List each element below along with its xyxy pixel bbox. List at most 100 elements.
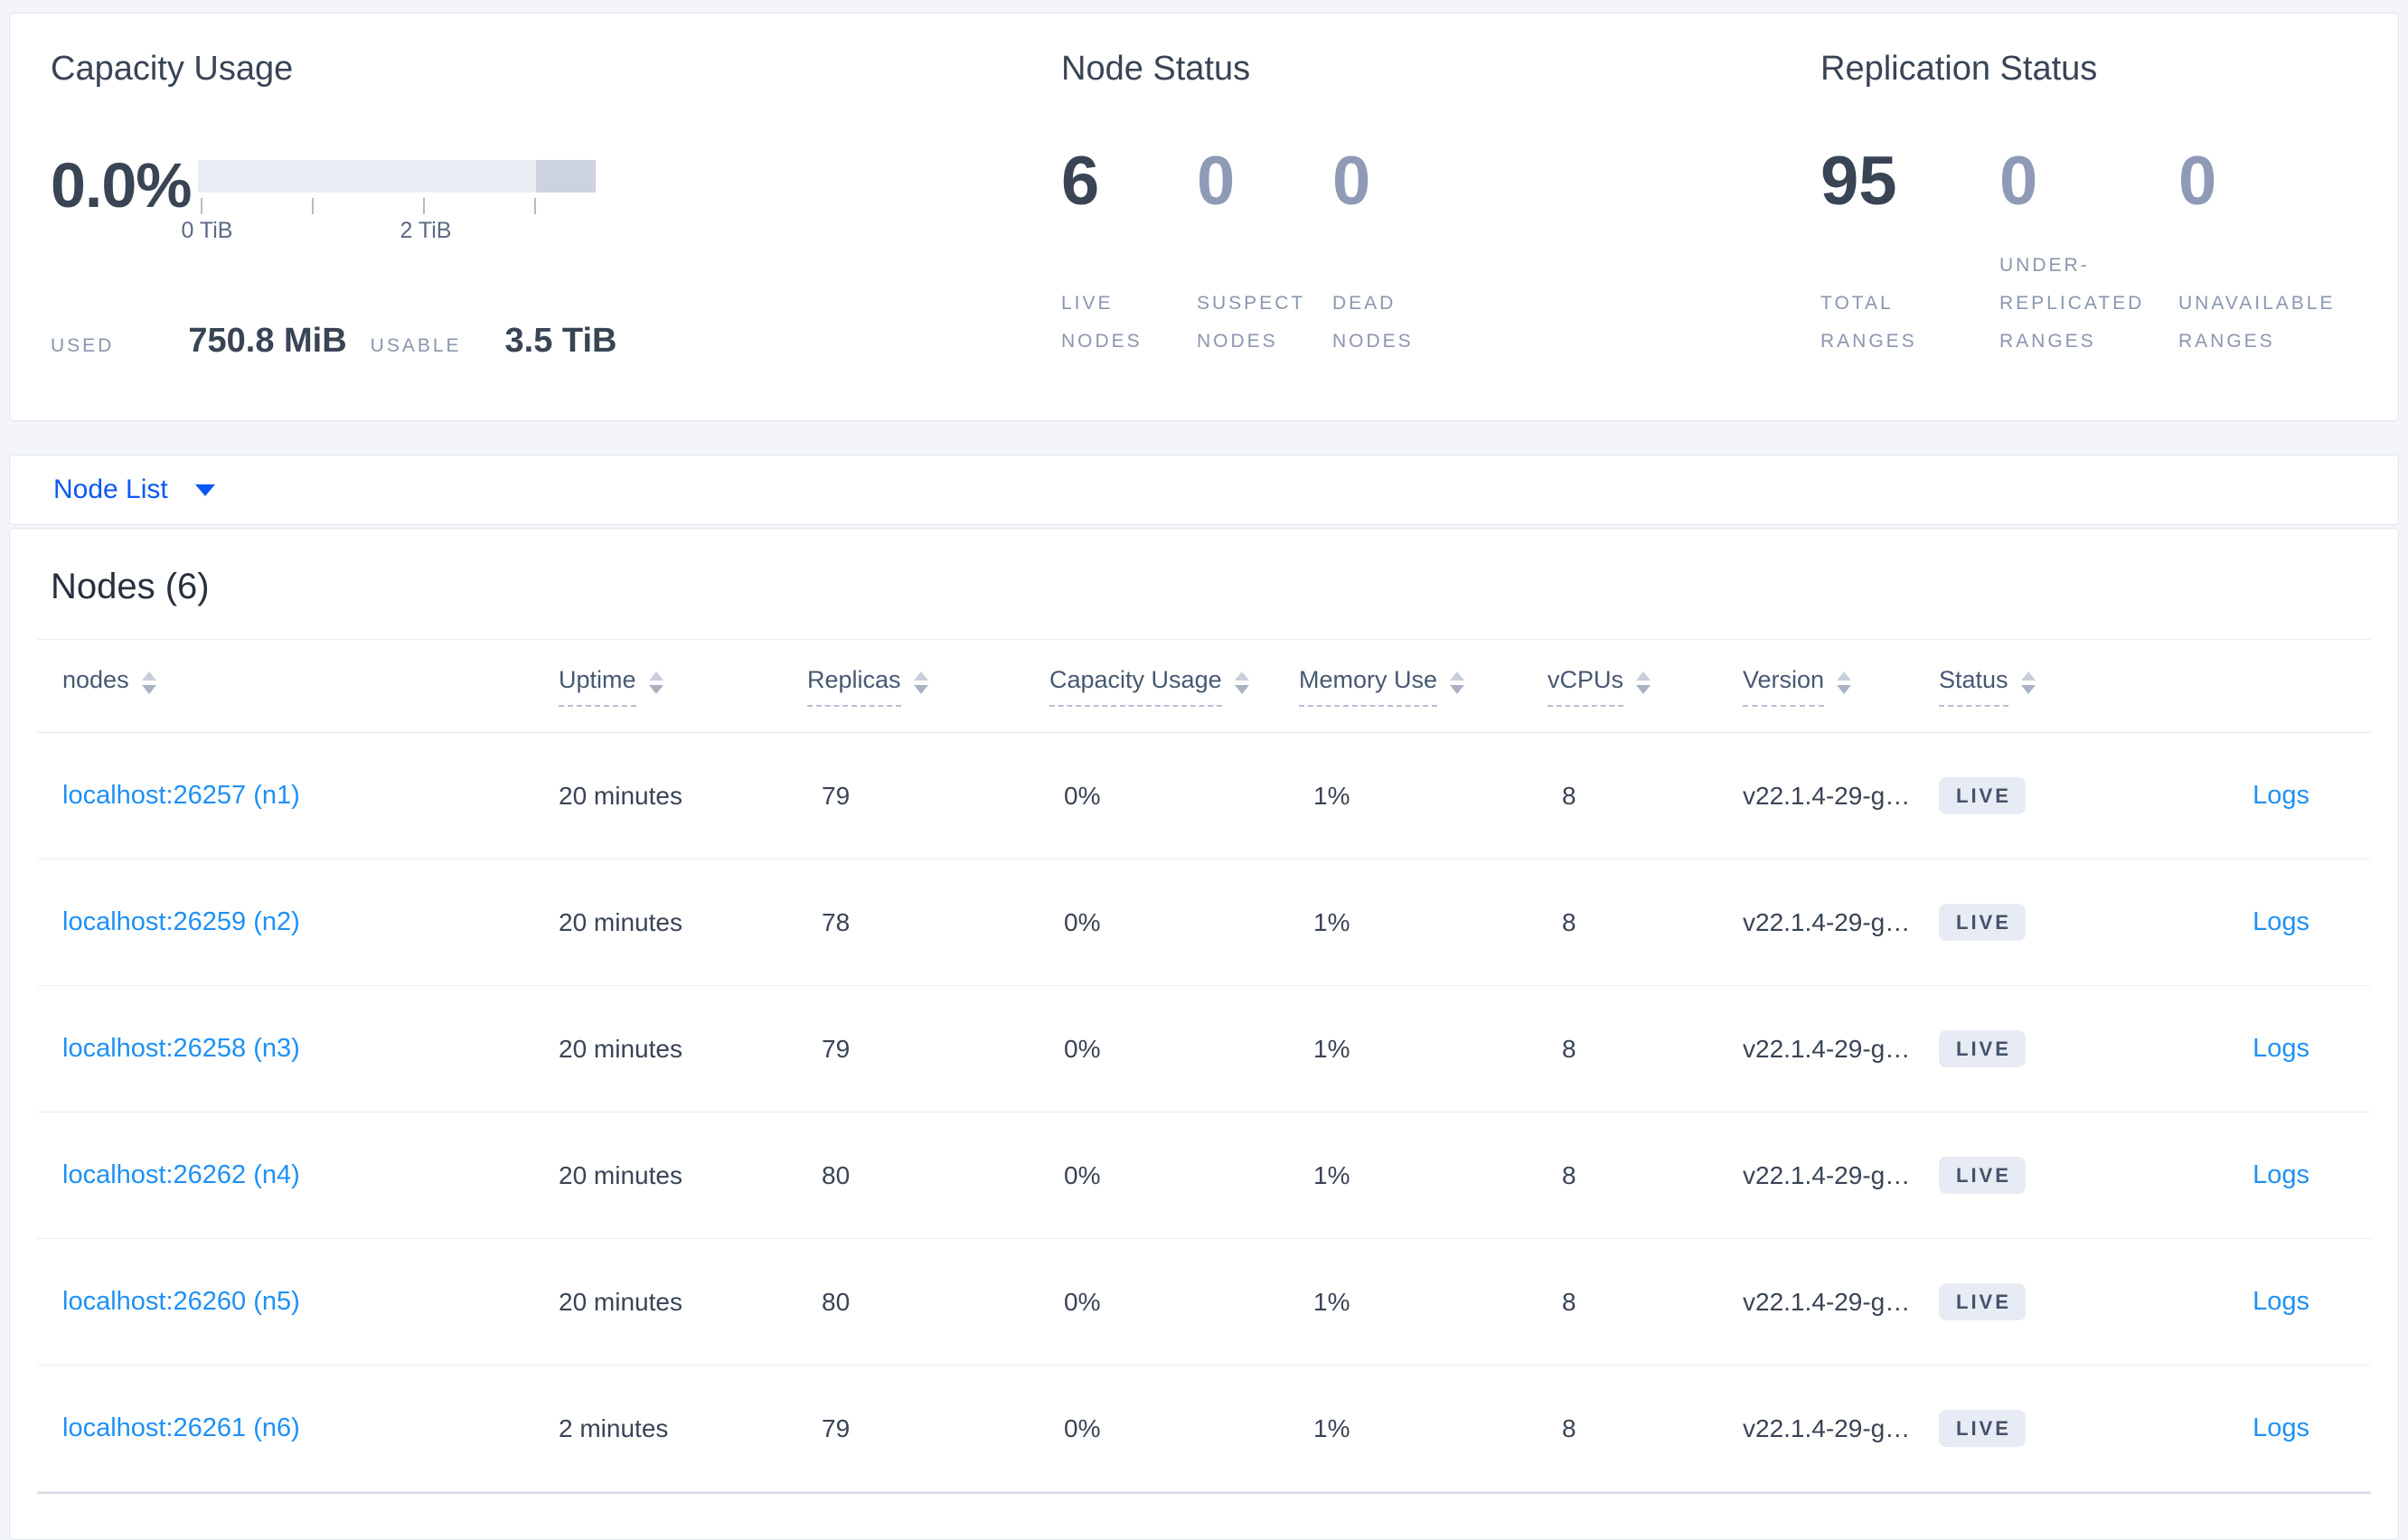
memory-use-cell: 1% bbox=[1313, 781, 1350, 810]
table-row: localhost:26258 (n3) 20 minutes 79 0% 1%… bbox=[37, 986, 2371, 1113]
version-cell: v22.1.4-29-g… bbox=[1743, 1160, 1911, 1189]
logs-cell: Logs bbox=[2165, 907, 2371, 937]
logs-link[interactable]: Logs bbox=[2253, 907, 2309, 936]
replication-stats: 95 TOTAL RANGES 0 UNDER-REPLICATED RANGE… bbox=[1820, 136, 2357, 361]
uptime-cell: 20 minutes bbox=[559, 1287, 682, 1316]
axis-tick bbox=[534, 198, 536, 214]
logs-link[interactable]: Logs bbox=[2253, 1413, 2309, 1442]
nodes-table-body: localhost:26257 (n1) 20 minutes 79 0% 1%… bbox=[37, 733, 2371, 1492]
replicas-cell: 80 bbox=[822, 1160, 851, 1189]
node-cell: localhost:26259 (n2) bbox=[62, 907, 559, 937]
sort-asc-arrow-icon bbox=[1636, 671, 1651, 681]
column-header[interactable]: Version bbox=[1743, 666, 1939, 707]
column-header[interactable]: Replicas bbox=[807, 666, 1049, 707]
status-cell: LIVE bbox=[1939, 904, 2165, 941]
status-cell: LIVE bbox=[1939, 1283, 2165, 1320]
column-header[interactable]: nodes bbox=[62, 666, 559, 707]
sort-asc-arrow-icon bbox=[2020, 671, 2036, 681]
memory-use-cell: 1% bbox=[1313, 907, 1350, 936]
nodes-table: nodes Uptime bbox=[37, 639, 2371, 1494]
used-label: USED bbox=[51, 335, 115, 356]
column-header[interactable]: Uptime bbox=[559, 666, 807, 707]
node-link[interactable]: localhost:26259 (n2) bbox=[62, 907, 300, 936]
sort-asc-arrow-icon bbox=[1837, 671, 1852, 681]
stat-value: 6 bbox=[1061, 143, 1100, 220]
stat-label: TOTAL RANGES bbox=[1820, 293, 1917, 352]
capacity-usage-cell: 0% bbox=[1064, 1287, 1101, 1316]
stat-label: UNDER-REPLICATED RANGES bbox=[1999, 255, 2145, 352]
node-link[interactable]: localhost:26260 (n5) bbox=[62, 1287, 300, 1316]
node-cell: localhost:26261 (n6) bbox=[62, 1413, 559, 1443]
stat-value: 0 bbox=[1197, 143, 1236, 220]
replicas-cell: 80 bbox=[822, 1287, 851, 1316]
capacity-percent: 0.0% bbox=[51, 150, 193, 221]
sort-desc-arrow-icon bbox=[1636, 684, 1651, 694]
capacity-gauge: 0.0% 0 TiB 2 TiB bbox=[51, 140, 1061, 245]
version-cell: v22.1.4-29-g… bbox=[1743, 907, 1911, 936]
node-link[interactable]: localhost:26262 (n4) bbox=[62, 1160, 300, 1189]
node-link[interactable]: localhost:26258 (n3) bbox=[62, 1034, 300, 1063]
replicas-cell: 79 bbox=[822, 781, 851, 810]
cluster-summary-panel: Capacity Usage 0.0% 0 TiB 2 TiB bbox=[9, 13, 2399, 421]
logs-link[interactable]: Logs bbox=[2253, 1034, 2309, 1063]
column-header[interactable]: Memory Use bbox=[1299, 666, 1547, 707]
sort-icon bbox=[648, 671, 663, 694]
version-cell: v22.1.4-29-g… bbox=[1743, 1287, 1911, 1316]
column-header[interactable]: vCPUs bbox=[1547, 666, 1743, 707]
stat-label: LIVE NODES bbox=[1061, 293, 1143, 352]
node-link[interactable]: localhost:26261 (n6) bbox=[62, 1413, 300, 1442]
status-badge: LIVE bbox=[1939, 1030, 2026, 1067]
table-row: localhost:26261 (n6) 2 minutes 79 0% 1% … bbox=[37, 1366, 2371, 1492]
sort-asc-arrow-icon bbox=[141, 671, 156, 681]
status-cell: LIVE bbox=[1939, 1030, 2165, 1067]
status-cell: LIVE bbox=[1939, 1157, 2165, 1194]
axis-tick bbox=[201, 198, 202, 214]
node-cell: localhost:26262 (n4) bbox=[62, 1160, 559, 1190]
replication-stat: 95 TOTAL RANGES bbox=[1820, 136, 1999, 361]
column-header-label: Version bbox=[1743, 666, 1825, 707]
used-value: 750.8 MiB bbox=[188, 322, 347, 360]
status-badge: LIVE bbox=[1939, 1410, 2026, 1447]
status-cell: LIVE bbox=[1939, 1410, 2165, 1447]
status-badge: LIVE bbox=[1939, 1157, 2026, 1194]
sort-icon bbox=[141, 671, 156, 694]
node-list-dropdown[interactable]: Node List bbox=[53, 474, 215, 505]
column-header-label: nodes bbox=[62, 665, 129, 693]
sort-icon bbox=[2020, 671, 2036, 694]
node-cell: localhost:26257 (n1) bbox=[62, 781, 559, 811]
usable-value: 3.5 TiB bbox=[504, 322, 617, 360]
status-badge: LIVE bbox=[1939, 1283, 2026, 1320]
stat-value: 0 bbox=[1332, 143, 1371, 220]
capacity-usage-cell: 0% bbox=[1064, 781, 1101, 810]
stat-label: SUSPECT NODES bbox=[1197, 293, 1305, 352]
capacity-usage-cell: 0% bbox=[1064, 1413, 1101, 1442]
logs-cell: Logs bbox=[2165, 781, 2371, 811]
memory-use-cell: 1% bbox=[1313, 1034, 1350, 1063]
logs-link[interactable]: Logs bbox=[2253, 781, 2309, 810]
sort-desc-arrow-icon bbox=[913, 684, 928, 694]
uptime-cell: 20 minutes bbox=[559, 907, 682, 936]
vcpus-cell: 8 bbox=[1562, 1413, 1576, 1442]
replication-stat: 0 UNAVAILABLE RANGES bbox=[2178, 136, 2357, 361]
column-header-label: Status bbox=[1939, 666, 2008, 707]
logs-link[interactable]: Logs bbox=[2253, 1160, 2309, 1189]
column-header[interactable]: Capacity Usage bbox=[1049, 666, 1299, 707]
uptime-cell: 2 minutes bbox=[559, 1413, 669, 1442]
replicas-cell: 79 bbox=[822, 1413, 851, 1442]
vcpus-cell: 8 bbox=[1562, 1160, 1576, 1189]
usable-label: USABLE bbox=[370, 335, 462, 356]
logs-link[interactable]: Logs bbox=[2253, 1287, 2309, 1316]
capacity-usage-section: Capacity Usage 0.0% 0 TiB 2 TiB bbox=[51, 48, 1061, 361]
sort-icon bbox=[1234, 671, 1249, 694]
version-cell: v22.1.4-29-g… bbox=[1743, 1413, 1911, 1442]
column-header[interactable]: Status bbox=[1939, 666, 2165, 707]
sort-icon bbox=[1837, 671, 1852, 694]
column-header-label: Uptime bbox=[559, 666, 636, 707]
logs-cell: Logs bbox=[2165, 1413, 2371, 1443]
node-list-bar: Node List bbox=[9, 455, 2399, 525]
node-link[interactable]: localhost:26257 (n1) bbox=[62, 781, 300, 810]
uptime-cell: 20 minutes bbox=[559, 1034, 682, 1063]
axis-tick bbox=[312, 198, 314, 214]
sort-desc-arrow-icon bbox=[141, 684, 156, 694]
capacity-bar-used-segment bbox=[536, 160, 596, 192]
